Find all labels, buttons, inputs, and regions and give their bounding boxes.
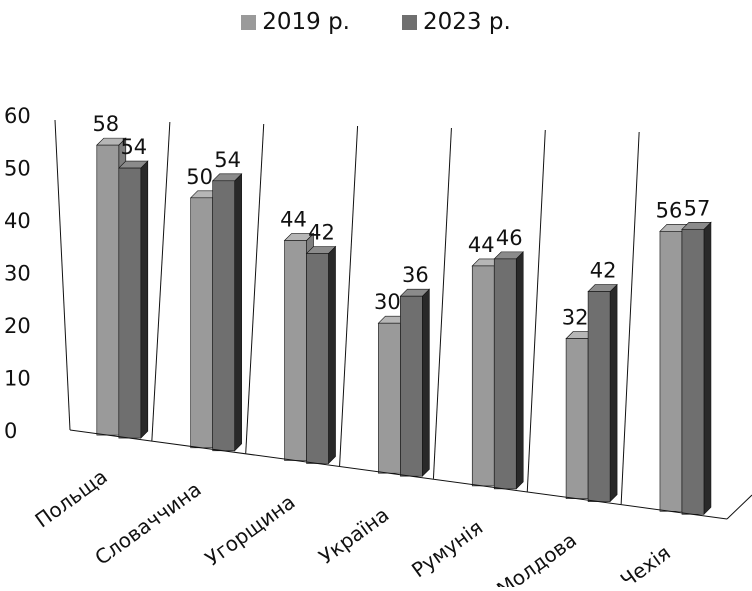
bar-front-2019 — [378, 322, 401, 474]
y-axis-tick-label: 30 — [4, 262, 31, 286]
data-label: 54 — [214, 148, 241, 172]
data-label: 44 — [280, 208, 307, 232]
chart-y-axis-ticks: 0 10 20 30 40 50 60 — [4, 104, 31, 443]
data-label: 42 — [590, 259, 617, 283]
data-label: 56 — [656, 198, 683, 222]
bar-side-2023 — [422, 288, 430, 477]
category-divider — [245, 123, 265, 454]
x-axis-tick-label: Румунія — [407, 515, 487, 582]
y-axis-tick-label: 0 — [4, 419, 17, 443]
data-label: 54 — [120, 135, 147, 159]
legend-label-series-1: 2019 р. — [262, 9, 350, 35]
y-axis-tick-label: 20 — [4, 314, 31, 338]
y-axis-tick-label: 60 — [4, 104, 31, 128]
bar-front-2019 — [96, 144, 120, 436]
y-axis-tick-label: 40 — [4, 209, 31, 233]
category-divider — [151, 121, 171, 441]
bar-side-2023 — [515, 251, 524, 490]
x-axis-tick-label: Угорщина — [201, 490, 300, 571]
bar-front-2023 — [118, 167, 142, 439]
data-label: 30 — [374, 290, 401, 314]
chart-axes — [54, 119, 752, 520]
x-axis-tick-label: Чехія — [616, 540, 675, 587]
bar-front-2023 — [212, 180, 235, 452]
bar-front-2023 — [681, 228, 705, 515]
legend-item-series-2: 2023 р. — [402, 8, 511, 36]
x-axis-depth-line — [726, 494, 752, 520]
category-divider — [620, 131, 640, 505]
bar-side-2023 — [234, 173, 242, 452]
x-axis-tick-label: Словаччина — [90, 477, 205, 570]
bar-front-2019 — [190, 197, 213, 449]
bar-front-2023 — [493, 258, 517, 490]
bar-front-2023 — [306, 253, 329, 464]
legend-swatch-series-1 — [241, 14, 257, 30]
y-axis-tick-label: 50 — [4, 157, 31, 181]
bar-side-2023 — [140, 160, 149, 439]
y-axis-line — [54, 119, 71, 431]
x-axis-base-line — [69, 429, 728, 520]
x-axis-tick-label: Україна — [314, 502, 393, 569]
data-label: 46 — [496, 226, 523, 250]
data-label: 57 — [684, 196, 711, 220]
data-label: 32 — [562, 306, 589, 330]
legend-item-series-1: 2019 р. — [241, 8, 350, 36]
legend-swatch-series-2 — [402, 14, 417, 30]
bar-side-2023 — [703, 221, 712, 516]
bar-front-2019 — [471, 265, 495, 487]
data-label: 58 — [92, 112, 119, 136]
data-label: 44 — [468, 233, 495, 257]
chart-legend: 2019 р. 2023 р. — [0, 8, 752, 36]
x-axis-tick-label: Польща — [31, 464, 112, 532]
data-label: 50 — [186, 165, 213, 189]
category-divider — [526, 129, 546, 492]
data-label: 36 — [402, 263, 429, 287]
chart-dividers — [151, 121, 640, 505]
category-divider — [432, 127, 452, 479]
x-axis-tick-label: Молдова — [492, 528, 581, 587]
legend-label-series-2: 2023 р. — [423, 9, 511, 35]
bar-side-2023 — [609, 283, 618, 503]
chart-bars — [96, 137, 712, 516]
bar-front-2019 — [659, 231, 683, 512]
bar-front-2019 — [565, 338, 589, 499]
bar-front-2019 — [284, 240, 307, 461]
data-label: 42 — [308, 220, 335, 244]
category-divider — [339, 125, 359, 467]
bar-front-2023 — [400, 295, 423, 477]
bar-front-2023 — [587, 291, 611, 502]
y-axis-tick-label: 10 — [4, 367, 31, 391]
bar-side-2023 — [328, 245, 336, 465]
